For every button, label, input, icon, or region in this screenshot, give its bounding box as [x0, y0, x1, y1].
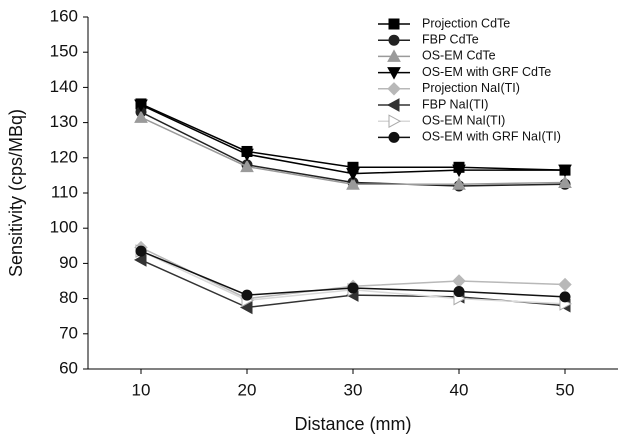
y-tick-label: 140 — [50, 77, 78, 96]
y-tick-label: 150 — [50, 42, 78, 61]
y-tick-label: 80 — [59, 288, 78, 307]
x-tick-label: 20 — [238, 380, 257, 399]
marker — [240, 148, 254, 162]
marker — [241, 289, 253, 301]
marker — [558, 277, 572, 292]
legend-label: OS-EM CdTe — [422, 49, 496, 63]
legend-marker — [388, 114, 402, 129]
marker — [558, 164, 572, 178]
series — [134, 99, 572, 181]
legend-marker — [387, 82, 401, 96]
marker — [452, 274, 466, 288]
marker — [240, 159, 254, 173]
x-tick-label: 30 — [344, 380, 363, 399]
legend-label: FBP CdTe — [422, 32, 479, 46]
x-tick-label: 40 — [450, 380, 469, 399]
legend-label: Projection CdTe — [422, 16, 510, 30]
marker — [134, 99, 148, 113]
marker — [134, 110, 148, 123]
marker — [346, 168, 360, 181]
legend-label: OS-EM with GRF CdTe — [422, 65, 551, 79]
x-tick-label: 10 — [132, 380, 151, 399]
marker — [559, 291, 571, 303]
y-tick-label: 90 — [59, 253, 78, 272]
marker — [346, 177, 360, 190]
marker — [347, 282, 359, 294]
y-tick-label: 70 — [59, 323, 78, 342]
y-axis-title: Sensitivity (cps/MBq) — [6, 109, 26, 277]
legend-marker — [388, 34, 400, 46]
y-tick-label: 130 — [50, 112, 78, 131]
y-tick-label: 60 — [59, 358, 78, 377]
marker — [133, 253, 147, 267]
legend-label: Projection NaI(TI) — [422, 81, 520, 95]
legend-marker — [387, 49, 401, 62]
marker — [135, 245, 147, 257]
marker — [453, 286, 465, 298]
legend-marker — [388, 131, 400, 143]
legend-label: FBP NaI(TI) — [422, 97, 488, 111]
legend-label: OS-EM with GRF NaI(TI) — [422, 130, 561, 144]
legend-marker — [386, 98, 400, 112]
x-axis-title: Distance (mm) — [294, 414, 411, 434]
y-tick-label: 100 — [50, 218, 78, 237]
marker — [452, 164, 466, 178]
y-tick-label: 120 — [50, 147, 78, 166]
series — [134, 110, 572, 190]
legend-marker — [387, 67, 401, 80]
legend-marker — [388, 18, 400, 30]
x-tick-label: 50 — [556, 380, 575, 399]
marker — [452, 177, 466, 190]
series — [135, 245, 571, 303]
y-tick-label: 160 — [50, 6, 78, 25]
legend-label: OS-EM NaI(TI) — [422, 113, 505, 127]
y-tick-label: 110 — [51, 182, 78, 201]
marker — [558, 175, 572, 188]
